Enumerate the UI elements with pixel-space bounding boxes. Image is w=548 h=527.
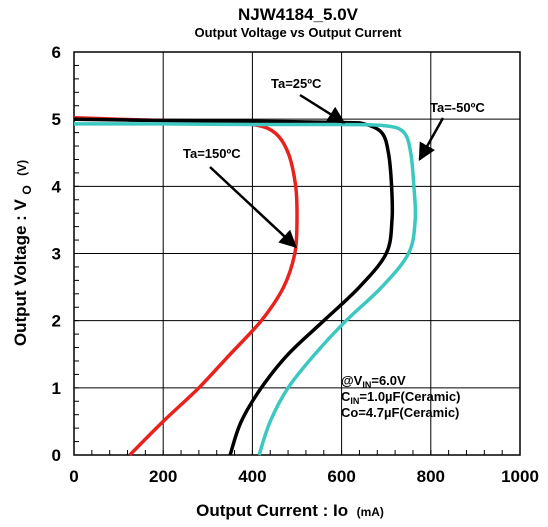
y-axis-label-sub: O: [20, 185, 34, 194]
y-tick-label: 1: [52, 379, 61, 398]
annotation-arrow: [418, 117, 445, 161]
annotations: Ta=150ºC Ta=25ºC Ta=-50ºC: [183, 76, 485, 248]
series-line: [73, 122, 418, 456]
x-axis-label: Output Current : Io (mA): [196, 501, 384, 520]
annotation-arrow: [209, 166, 297, 248]
y-tick-label: 4: [52, 177, 62, 196]
x-tick-label: 800: [417, 467, 445, 486]
y-tick-label: 6: [52, 43, 61, 62]
y-tick-label: 3: [52, 245, 61, 264]
x-axis-label-unit: (mA): [357, 505, 384, 519]
x-axis-label-text: Output Current : Io: [196, 501, 348, 520]
y-axis-label: Output Voltage : V O (V): [11, 160, 35, 346]
conditions-box: @VIN=6.0V CIN=1.0µF(Ceramic) Co=4.7µF(Ce…: [341, 373, 460, 420]
x-tick-label: 1000: [501, 467, 539, 486]
annotation-label: Ta=150ºC: [183, 146, 241, 161]
annotation-label: Ta=-50ºC: [430, 100, 485, 115]
plot-frame: [73, 51, 521, 456]
annotation-label: Ta=25ºC: [271, 76, 322, 91]
condition-co: Co=4.7µF(Ceramic): [341, 405, 459, 420]
x-tick-label: 600: [327, 467, 355, 486]
tick-labels: 0 200 400 600 800 1000 0 1 2 3 4 5 6: [52, 43, 539, 486]
condition-cin: CIN=1.0µF(Ceramic): [341, 389, 460, 406]
x-tick-label: 0: [69, 467, 78, 486]
condition-vin: @VIN=6.0V: [341, 373, 406, 390]
y-tick-label: 0: [52, 446, 61, 465]
chart-subtitle: Output Voltage vs Output Current: [194, 25, 402, 40]
y-tick-label: 5: [52, 110, 61, 129]
y-axis-label-text: Output Voltage : V: [11, 198, 30, 346]
x-tick-label: 200: [149, 467, 177, 486]
y-tick-label: 2: [52, 312, 61, 331]
series-line: [73, 116, 299, 457]
x-tick-label: 400: [238, 467, 266, 486]
series-line: [73, 117, 395, 456]
annotation-arrow: [299, 93, 346, 124]
y-axis-label-unit: (V): [15, 160, 29, 176]
chart-title: NJW4184_5.0V: [238, 5, 359, 24]
series-lines: [73, 116, 418, 457]
